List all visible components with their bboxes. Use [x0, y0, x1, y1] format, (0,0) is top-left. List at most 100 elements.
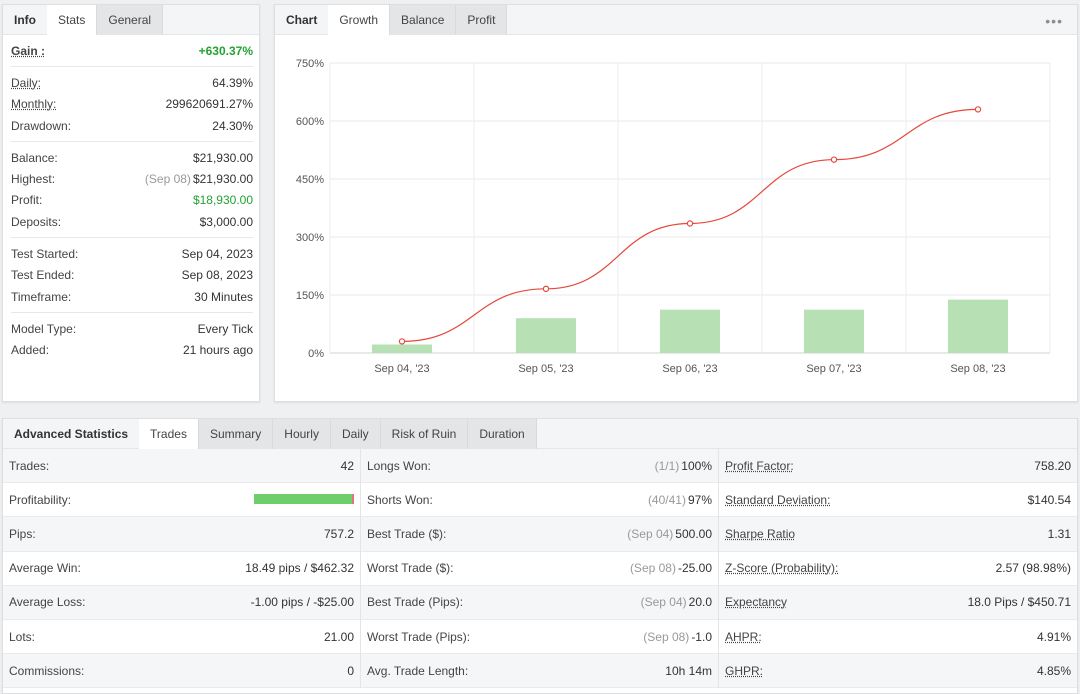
stat-label: Best Trade ($):	[367, 526, 447, 541]
stat-row-average-win: Average Win: 18.49 pips / $462.32	[3, 552, 360, 586]
stats-column: Trades: 42 Profitability: Pips: 757.2 Average…	[3, 449, 361, 689]
stat-row-standard-deviation: Standard Deviation: $140.54	[719, 483, 1077, 518]
stat-value-text: 1.31	[1047, 526, 1071, 541]
info-value: $21,930.00	[193, 151, 253, 165]
stat-value: -1.00 pips / -$25.00	[251, 595, 354, 609]
info-value-date: (Sep 08)	[144, 172, 191, 187]
stat-value-text: 758.20	[1034, 458, 1071, 473]
info-value-text: $18,930.00	[192, 193, 253, 208]
info-value: Sep 04, 2023	[182, 247, 253, 261]
stat-value-text: 500.00	[675, 526, 712, 541]
info-value: 64.39%	[212, 76, 253, 90]
info-label[interactable]: Gain :	[11, 43, 46, 58]
stat-label: Average Loss:	[9, 595, 86, 610]
tab-profit[interactable]: Profit	[456, 5, 508, 35]
info-value-text: Sep 08, 2023	[181, 268, 253, 283]
info-label: Drawdown:	[11, 118, 72, 133]
stat-label[interactable]: AHPR:	[725, 629, 762, 644]
tab-daily[interactable]: Daily	[330, 419, 381, 449]
tab-advanced-statistics[interactable]: Advanced Statistics	[14, 427, 129, 441]
stat-value-text: 42	[340, 458, 354, 473]
stat-row-profitability: Profitability:	[3, 483, 360, 518]
info-value: 299620691.27%	[166, 97, 253, 111]
stat-row-sharpe-ratio: Sharpe Ratio 1.31	[719, 517, 1077, 552]
stat-label: Best Trade (Pips):	[367, 595, 464, 610]
stat-label: Worst Trade ($):	[367, 561, 454, 576]
info-value-text: 64.39%	[212, 75, 253, 90]
info-label[interactable]: Monthly:	[11, 97, 57, 112]
info-label: Added:	[11, 343, 50, 358]
info-value-text: +630.37%	[198, 43, 253, 58]
growth-point-1	[542, 285, 550, 293]
stat-value: (1/1) 100%	[655, 459, 712, 473]
tab-trades[interactable]: Trades	[139, 419, 199, 449]
info-value: (Sep 08) $21,930.00	[145, 172, 253, 186]
more-options-icon[interactable]: •••	[1045, 13, 1063, 29]
info-value-text: 21 hours ago	[182, 343, 253, 358]
stat-label[interactable]: GHPR:	[725, 663, 764, 678]
stat-label[interactable]: Z-Score (Probability):	[725, 561, 839, 576]
tab-hourly[interactable]: Hourly	[273, 419, 331, 449]
info-label[interactable]: Daily:	[11, 75, 42, 90]
stat-label[interactable]: Standard Deviation:	[725, 492, 831, 507]
info-row-added: Added: 21 hours ago	[11, 340, 253, 361]
stat-label: Profitability:	[9, 492, 72, 507]
stat-value: (Sep 08) -1.0	[643, 630, 712, 644]
stat-value: (Sep 08) -25.00	[630, 561, 712, 575]
tab-stats[interactable]: Stats	[47, 5, 98, 35]
bar-3	[804, 309, 864, 353]
info-label: Test Ended:	[11, 268, 75, 283]
tab-growth[interactable]: Growth	[328, 5, 391, 35]
stat-value: 0	[347, 664, 354, 678]
stat-row-ahpr: AHPR: 4.91%	[719, 620, 1077, 655]
tab-chart[interactable]: Chart	[286, 13, 318, 27]
stat-row-best-trade: Best Trade ($): (Sep 04) 500.00	[361, 517, 718, 552]
stat-value-text: 0	[347, 663, 354, 678]
info-row-daily: Daily: 64.39%	[11, 72, 253, 93]
stat-label[interactable]: Sharpe Ratio	[725, 526, 796, 541]
growth-point-3	[830, 156, 838, 163]
stat-value: 4.91%	[1037, 630, 1071, 644]
stat-value-text: 100%	[681, 458, 712, 473]
tab-risk-of-ruin[interactable]: Risk of Ruin	[380, 419, 469, 449]
stat-row-expectancy: Expectancy 18.0 Pips / $450.71	[719, 585, 1077, 620]
stat-label: Pips:	[9, 526, 36, 541]
y-tick-label: 300%	[296, 232, 324, 244]
info-label: Profit:	[11, 193, 43, 208]
x-tick-label: Sep 04, '23	[374, 363, 429, 375]
info-group: Daily: 64.39% Monthly: 299620691.27% Drawdow…	[11, 67, 253, 143]
stat-row-worst-trade-pips: Worst Trade (Pips): (Sep 08) -1.0	[361, 620, 718, 655]
info-row-model-type: Model Type: Every Tick	[11, 318, 253, 339]
stat-row-ghpr: GHPR: 4.85%	[719, 654, 1077, 689]
tab-summary[interactable]: Summary	[198, 419, 274, 449]
info-row-gain: Gain : +630.37%	[11, 40, 253, 61]
stat-row-trades: Trades: 42	[3, 449, 360, 484]
stat-value: (40/41) 97%	[648, 493, 712, 507]
info-label: Timeframe:	[11, 289, 72, 304]
bar-2	[660, 309, 720, 353]
stat-label[interactable]: Profit Factor:	[725, 458, 794, 473]
stat-value: $140.54	[1028, 493, 1071, 507]
stat-value: 2.57 (98.98%)	[996, 561, 1071, 575]
stat-value	[254, 493, 354, 507]
stat-row-z-score-probability: Z-Score (Probability): 2.57 (98.98%)	[719, 552, 1077, 586]
chart-tabs: Chart Growth Balance Profit	[275, 5, 1077, 35]
info-value-text: 299620691.27%	[165, 97, 253, 112]
stat-value-detail: (Sep 04)	[640, 595, 687, 610]
stat-value-text: 97%	[687, 492, 712, 507]
info-label: Deposits:	[11, 214, 62, 229]
info-row-profit: Profit: $18,930.00	[11, 190, 253, 211]
info-row-test-ended: Test Ended: Sep 08, 2023	[11, 265, 253, 286]
stat-row-commissions: Commissions: 0	[3, 654, 360, 689]
tab-balance[interactable]: Balance	[390, 5, 457, 35]
info-group: Gain : +630.37%	[11, 35, 253, 68]
info-value-text: 30 Minutes	[194, 289, 253, 304]
advanced-statistics-panel: Advanced Statistics Trades Summary Hourl…	[2, 418, 1078, 694]
stat-label: Trades:	[9, 458, 50, 473]
tab-duration[interactable]: Duration	[468, 419, 537, 449]
y-tick-label: 150%	[296, 290, 324, 302]
tab-info[interactable]: Info	[14, 13, 36, 27]
tab-general[interactable]: General	[97, 5, 164, 35]
stat-label[interactable]: Expectancy	[725, 595, 788, 610]
growth-point-0	[398, 338, 406, 345]
